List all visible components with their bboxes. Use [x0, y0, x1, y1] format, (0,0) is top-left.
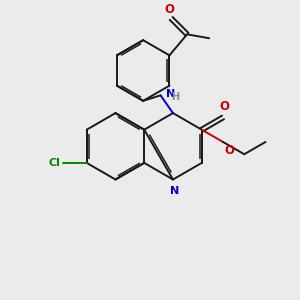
Text: N: N — [170, 186, 179, 196]
Text: O: O — [219, 100, 230, 113]
Text: O: O — [165, 2, 175, 16]
Text: H: H — [172, 92, 180, 102]
Text: N: N — [166, 89, 175, 99]
Text: O: O — [225, 144, 235, 157]
Text: Cl: Cl — [49, 158, 61, 168]
